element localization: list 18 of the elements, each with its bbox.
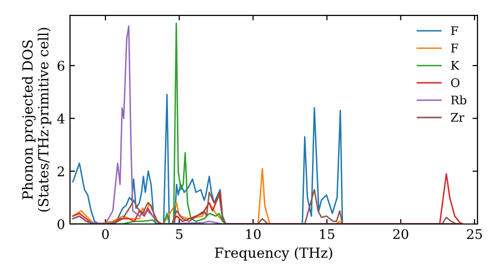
y-tick-label: 0 — [58, 219, 64, 230]
x-tick-label: 10 — [246, 229, 261, 240]
legend-label: Rb — [451, 95, 466, 104]
legend-label: K — [451, 61, 460, 70]
legend-label: F — [451, 44, 458, 52]
legend-label: F — [451, 26, 458, 35]
y-tick-label: 2 — [58, 166, 64, 176]
x-tick-label: 5 — [176, 229, 182, 240]
x-tick-label: 0 — [102, 229, 109, 240]
x-tick-label: 15 — [320, 229, 334, 240]
y-axis-title: Phonon projected DOS (States/THz·primitive cell) — [22, 28, 52, 212]
x-tick-label: 20 — [393, 229, 408, 240]
legend-label: O — [451, 78, 460, 88]
y-tick-label: 6 — [58, 60, 64, 71]
legend-label: Zr — [450, 113, 464, 122]
x-axis-title: Frequency (THz) — [214, 247, 332, 261]
y-tick-label: 4 — [57, 114, 64, 124]
x-tick-label: 25 — [467, 229, 482, 240]
